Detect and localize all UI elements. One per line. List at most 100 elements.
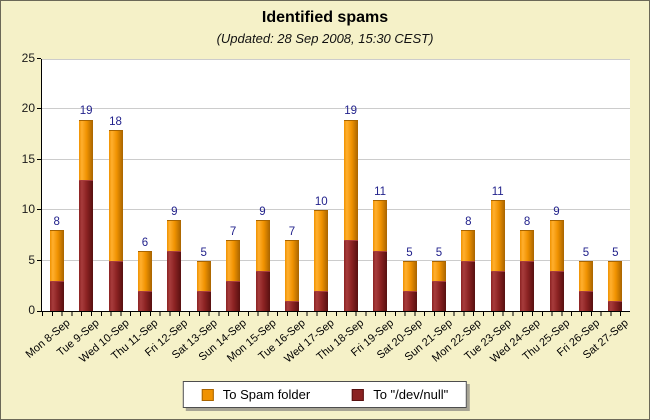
bar-value-label: 9 — [259, 206, 266, 219]
bar-segment-devnull — [79, 179, 94, 311]
bar-sat-27-sep — [608, 260, 623, 311]
gridline-25 — [42, 59, 630, 60]
chart-subtitle: (Updated: 28 Sep 2008, 15:30 CEST) — [216, 31, 434, 46]
y-tick-mark — [37, 58, 41, 59]
bar-wed-17-sep — [314, 210, 329, 311]
bar-segment-devnull — [373, 250, 388, 311]
bar-value-label: 10 — [314, 196, 328, 209]
legend-swatch-devnull-icon — [352, 388, 365, 401]
bar-tue-23-sep — [490, 200, 505, 311]
bar-fri-26-sep — [578, 260, 593, 311]
bar-value-label: 9 — [171, 206, 178, 219]
bar-segment-spam-folder — [137, 250, 152, 291]
bar-value-label: 5 — [612, 246, 619, 259]
bar-value-label: 5 — [435, 246, 443, 259]
bar-wed-10-sep — [108, 129, 123, 311]
bar-sun-14-sep — [226, 240, 241, 311]
bar-segment-spam-folder — [343, 119, 358, 241]
x-axis-labels: Mon 8-Sep Tue 9-Sep Wed 10-Sep Thu 11-Sep Fr… — [23, 314, 631, 376]
bar-segment-devnull — [196, 290, 211, 311]
y-tick-label-0: 0 — [28, 303, 35, 317]
bar-segment-spam-folder — [284, 240, 299, 301]
y-tick-label-15: 15 — [21, 151, 35, 166]
bar-segment-spam-folder — [461, 230, 476, 261]
x-axis-ticks — [42, 312, 630, 316]
legend-item-spam-folder: To Spam folder — [201, 387, 311, 402]
bar-value-label: 5 — [406, 246, 413, 259]
legend: To Spam folder To "/dev/null" — [182, 381, 468, 408]
bar-segment-devnull — [461, 260, 476, 311]
bar-segment-devnull — [520, 260, 535, 311]
y-tick-label-25: 25 — [21, 51, 35, 65]
bar-value-label: 7 — [288, 226, 296, 239]
bar-value-label: 8 — [465, 216, 472, 229]
bar-segment-devnull — [402, 290, 417, 311]
bar-segment-spam-folder — [49, 230, 64, 281]
bar-tue-16-sep — [284, 240, 299, 311]
bar-segment-spam-folder — [226, 240, 241, 281]
bar-value-label: 19 — [79, 105, 93, 118]
bar-thu-25-sep — [549, 220, 564, 311]
bar-segment-devnull — [431, 280, 446, 311]
bar-thu-11-sep — [137, 250, 152, 311]
bar-value-label: 9 — [553, 206, 560, 219]
bar-value-label: 5 — [582, 246, 590, 259]
bar-segment-spam-folder — [490, 200, 505, 271]
legend-label-spam-folder: To Spam folder — [222, 387, 311, 402]
bar-segment-devnull — [49, 280, 64, 311]
gridline-20 — [42, 108, 630, 110]
bar-segment-spam-folder — [578, 260, 593, 291]
bar-segment-spam-folder — [549, 220, 564, 271]
gridline-10 — [42, 209, 630, 211]
bar-segment-devnull — [578, 290, 593, 311]
plot-area: 8 19 18 6 9 5 7 9 7 10 19 11 5 5 8 11 8 9 5 5 — [41, 59, 630, 312]
bar-segment-spam-folder — [79, 119, 94, 180]
y-tick-mark — [37, 158, 41, 160]
bar-segment-spam-folder — [196, 260, 211, 291]
bar-segment-spam-folder — [431, 260, 446, 281]
bar-segment-devnull — [137, 290, 152, 311]
bar-segment-spam-folder — [373, 200, 388, 251]
bar-segment-devnull — [255, 270, 270, 311]
bar-sat-20-sep — [402, 260, 417, 311]
gridline-15 — [42, 158, 630, 160]
bar-value-label: 7 — [229, 226, 237, 239]
bar-value-label: 5 — [200, 246, 207, 259]
bar-mon-22-sep — [461, 230, 476, 311]
bar-fri-12-sep — [167, 220, 182, 311]
bar-segment-spam-folder — [608, 260, 623, 301]
chart-title: Identified spams — [261, 9, 389, 26]
bar-segment-devnull — [108, 260, 123, 311]
bar-segment-devnull — [284, 300, 299, 311]
bar-segment-devnull — [549, 270, 564, 311]
gridline-5 — [42, 259, 630, 261]
bar-sun-21-sep — [431, 260, 446, 311]
bar-segment-spam-folder — [167, 220, 182, 251]
bar-value-label: 18 — [109, 115, 122, 128]
bar-wed-24-sep — [520, 230, 535, 311]
bar-value-label: 11 — [491, 186, 504, 199]
y-tick-mark — [37, 209, 41, 211]
bar-segment-devnull — [226, 280, 241, 311]
legend-label-devnull: To "/dev/null" — [373, 387, 449, 402]
bar-segment-spam-folder — [255, 220, 270, 271]
bar-segment-devnull — [608, 300, 623, 311]
y-tick-label-5: 5 — [28, 252, 35, 267]
y-tick-mark — [37, 311, 41, 312]
y-tick-mark — [37, 108, 41, 110]
plot-inner: 8 19 18 6 9 5 7 9 7 10 19 11 5 5 8 11 8 9 5 5 — [42, 59, 630, 311]
bar-thu-18-sep — [343, 119, 358, 311]
y-tick-label-10: 10 — [21, 202, 35, 217]
bar-sat-13-sep — [196, 260, 211, 311]
bar-segment-spam-folder — [520, 230, 535, 261]
bar-segment-devnull — [490, 270, 505, 311]
y-tick-label-20: 20 — [21, 101, 35, 116]
bar-tue-9-sep — [79, 119, 94, 311]
bar-segment-spam-folder — [108, 129, 123, 261]
legend-item-devnull: To "/dev/null" — [352, 387, 448, 402]
bar-segment-devnull — [343, 240, 358, 311]
bar-segment-devnull — [314, 290, 329, 311]
legend-swatch-spam-folder-icon — [201, 388, 214, 401]
bar-value-label: 19 — [344, 105, 358, 118]
